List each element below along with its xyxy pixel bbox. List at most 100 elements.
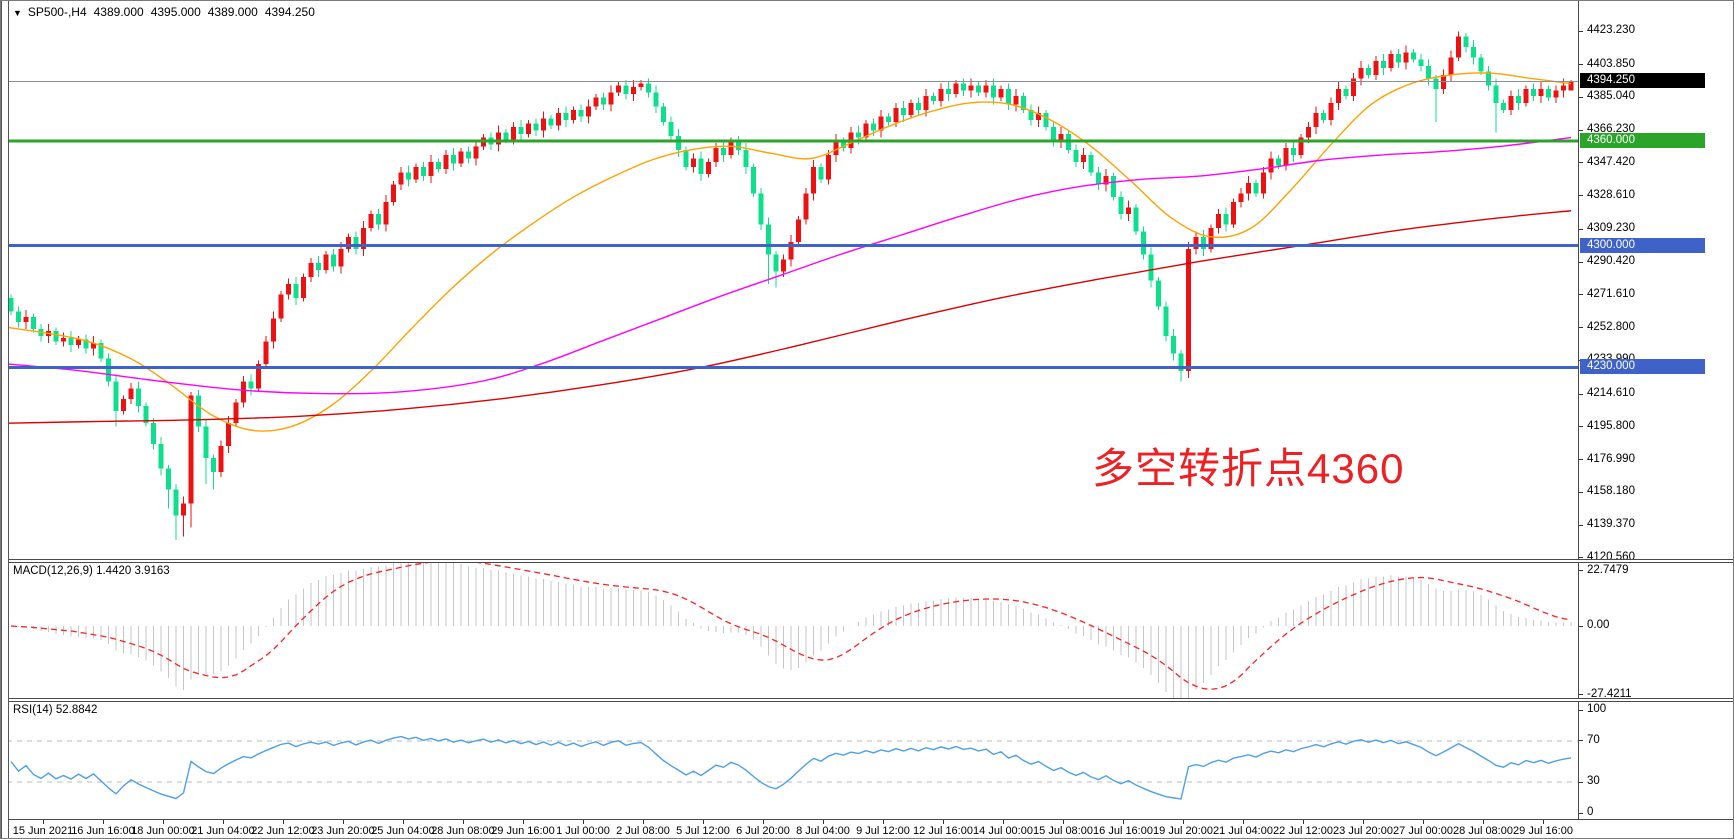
candle-body <box>1343 88 1349 96</box>
price-axis[interactable]: 4423.230 4403.850 4385.040 4366.230 4347.420… <box>1578 1 1733 819</box>
candle-body <box>923 95 929 110</box>
time-axis-label: 8 Jul 04:00 <box>796 825 850 837</box>
candle-body <box>713 148 719 162</box>
time-axis-label: 9 Jul 12:00 <box>856 825 910 837</box>
candle-body <box>1111 175 1116 197</box>
price-axis-tick <box>1579 327 1583 329</box>
price-axis-tick <box>1579 557 1583 559</box>
price-axis-tick <box>1579 393 1583 395</box>
price-axis-tick <box>1579 195 1583 197</box>
time-axis-tick <box>763 820 764 824</box>
price-axis-label: 4139.370 <box>1587 518 1635 531</box>
candle-body <box>443 155 449 169</box>
candle-body <box>961 83 966 91</box>
candle-body <box>1321 113 1326 121</box>
candle-body <box>383 202 389 225</box>
candle-body <box>781 259 786 272</box>
candle-body <box>368 214 374 229</box>
candle-body <box>1021 95 1026 110</box>
candle-body <box>608 92 614 105</box>
fast-ma-orange-line <box>7 72 1572 432</box>
candle-body <box>1268 158 1274 173</box>
candle-body <box>1463 36 1469 48</box>
candle-body <box>226 423 231 446</box>
time-axis-tick <box>523 820 524 824</box>
rsi-axis-tick <box>1579 740 1583 742</box>
candle-body <box>1313 113 1319 128</box>
time-axis-label: 25 Jun 04:00 <box>371 825 435 837</box>
candle-body <box>938 88 944 102</box>
time-axis-label: 6 Jul 20:00 <box>736 825 790 837</box>
time-axis-label: 28 Jul 08:00 <box>1453 825 1513 837</box>
time-axis-tick <box>1543 820 1544 824</box>
time-axis-tick <box>1123 820 1124 824</box>
candle-body <box>548 118 554 126</box>
candle-body <box>1418 59 1424 67</box>
price-axis-tick <box>1579 228 1583 230</box>
chevron-down-icon: ▼ <box>13 8 22 18</box>
time-axis[interactable]: 15 Jun 2021 16 Jun 16:00 18 Jun 00:00 21 Ju… <box>1 820 1733 838</box>
candle-body <box>1013 95 1019 105</box>
candle-body <box>98 343 104 359</box>
price-axis-tick <box>1579 129 1583 131</box>
rsi-axis-label: 70 <box>1587 733 1600 746</box>
candle-body <box>1141 231 1146 255</box>
macd-axis-tick <box>1579 625 1583 627</box>
macd-axis-label: 22.7479 <box>1587 563 1629 576</box>
rsi-axis-label: 100 <box>1587 703 1607 715</box>
candle-body <box>158 444 164 469</box>
time-axis-label: 16 Jun 16:00 <box>71 825 135 837</box>
slow-ma-red-line <box>7 210 1572 424</box>
candle-body <box>803 193 809 220</box>
candle-body <box>1096 172 1101 185</box>
ohlc-open: 4389.000 <box>93 5 144 19</box>
candle-body <box>1456 36 1461 58</box>
time-axis-tick <box>583 820 584 824</box>
candle-body <box>1186 249 1191 371</box>
rsi-panel-canvas[interactable] <box>7 701 1578 819</box>
price-axis-label: 4328.610 <box>1587 188 1635 201</box>
candle-body <box>571 109 576 121</box>
candle-body <box>113 381 119 411</box>
candle-body <box>931 95 936 102</box>
macd-axis-label: -27.4211 <box>1587 687 1632 700</box>
price-axis-label: 4195.800 <box>1587 419 1635 432</box>
time-axis-label: 28 Jun 08:00 <box>431 825 495 837</box>
candle-body <box>616 85 621 93</box>
time-axis-tick <box>703 820 704 824</box>
price-axis-label: 4309.230 <box>1587 222 1635 235</box>
candle-body <box>1163 306 1169 337</box>
price-axis-label: 4290.420 <box>1587 255 1635 268</box>
ohlc-low: 4389.000 <box>207 5 258 19</box>
candle-body <box>991 85 996 98</box>
price-axis-tick <box>1579 162 1583 164</box>
candle-body <box>601 97 606 105</box>
candle-body <box>248 381 254 389</box>
candle-body <box>188 395 194 504</box>
candle-body <box>53 330 59 342</box>
candle-body <box>1103 175 1109 185</box>
candle-body <box>893 108 899 122</box>
candle-body <box>361 228 366 250</box>
candle-body <box>1178 353 1184 371</box>
panel-separator[interactable] <box>1 698 1733 702</box>
price-axis-label: 4214.610 <box>1587 387 1635 400</box>
macd-panel-canvas[interactable] <box>7 562 1578 698</box>
time-axis-label: 1 Jul 00:00 <box>556 825 610 837</box>
candle-body <box>128 388 134 399</box>
candle-body <box>751 167 756 194</box>
rsi-axis-tick <box>1579 709 1583 711</box>
rsi-axis-tick <box>1579 812 1583 814</box>
candle-body <box>706 161 711 175</box>
candle-body <box>818 167 824 180</box>
candle-body <box>1388 54 1394 68</box>
candle-body <box>511 127 516 140</box>
time-axis-tick <box>163 820 164 824</box>
panel-separator[interactable] <box>1 559 1733 563</box>
candle-body <box>323 254 329 270</box>
time-axis-tick <box>1303 820 1304 824</box>
window-left-border <box>1 1 9 838</box>
main-chart-canvas[interactable] <box>7 3 1578 559</box>
candle-body <box>451 155 456 164</box>
annotation-text: 多空转折点4360 <box>1092 445 1405 492</box>
